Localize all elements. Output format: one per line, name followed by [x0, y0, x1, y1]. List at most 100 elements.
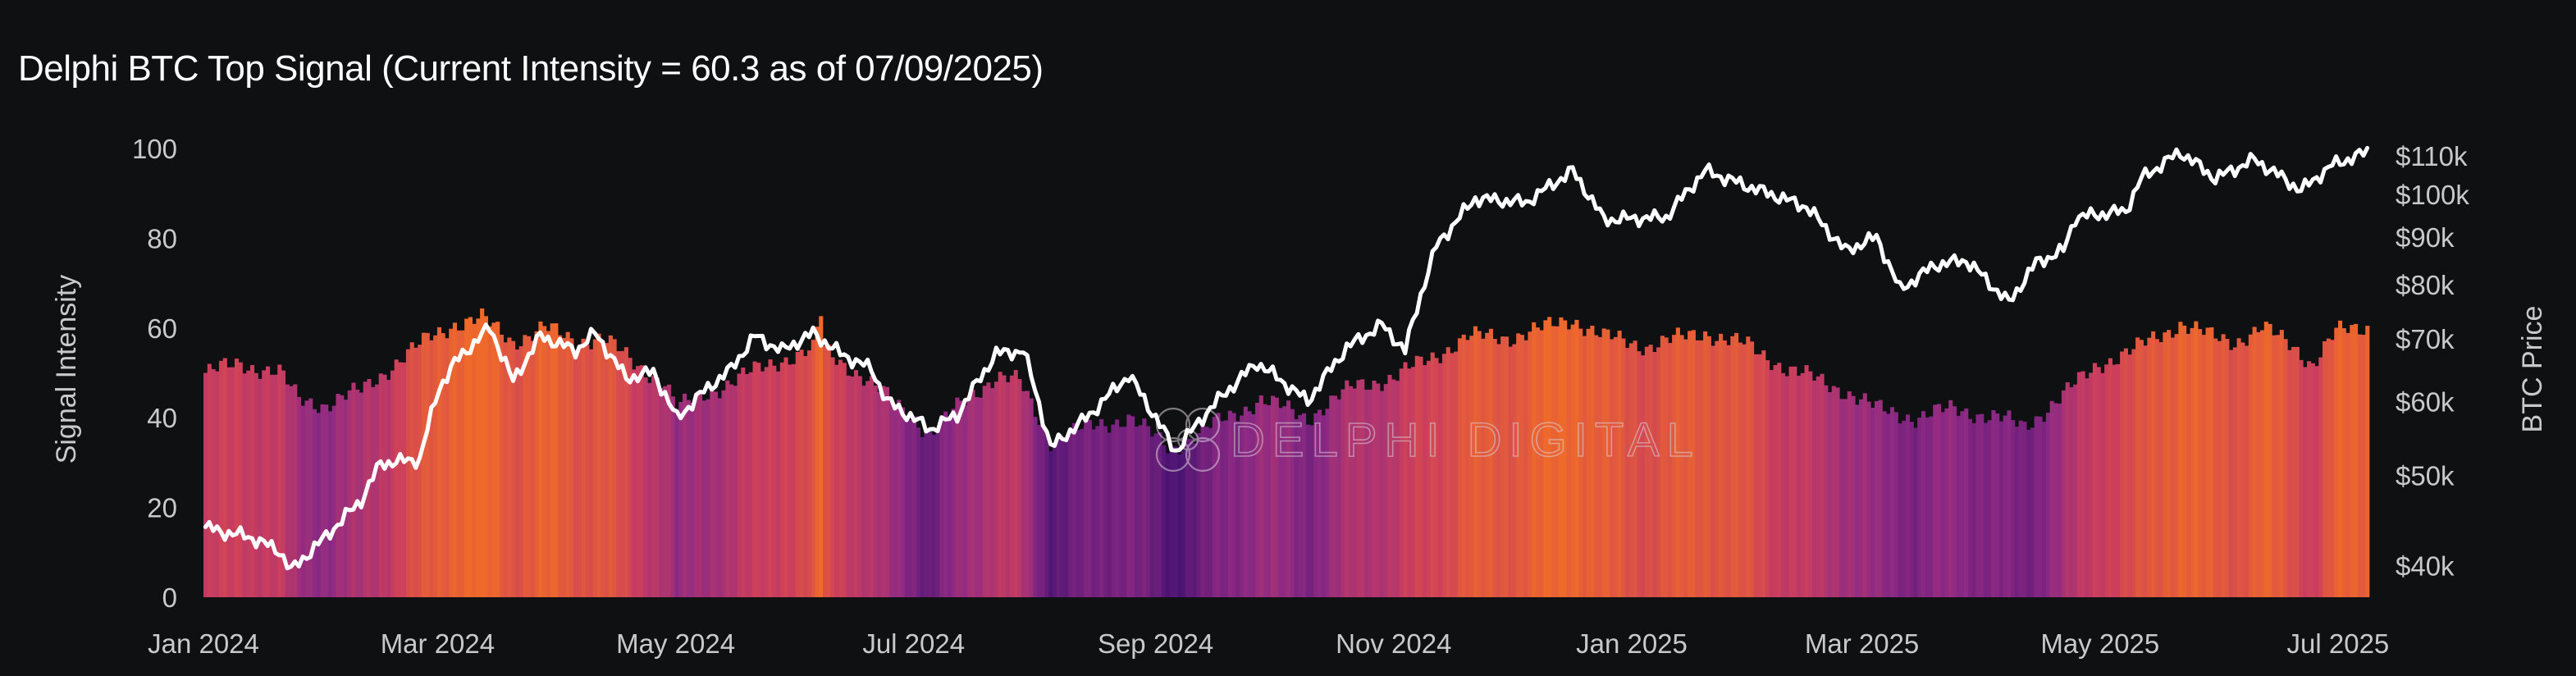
signal-bar: [674, 411, 679, 597]
signal-bar: [1570, 324, 1575, 597]
signal-bar: [928, 432, 933, 597]
signal-bar: [2151, 331, 2156, 597]
signal-bar: [1372, 380, 1377, 597]
signal-bar: [1399, 368, 1404, 597]
signal-bar: [1126, 414, 1131, 597]
signal-bar: [1080, 428, 1085, 597]
signal-bar: [857, 376, 862, 597]
signal-bar: [1048, 450, 1053, 597]
signal-bar: [2276, 335, 2281, 597]
signal-bar: [378, 373, 383, 597]
signal-bar: [1858, 399, 1864, 597]
signal-bar: [1543, 320, 1548, 597]
signal-bar: [2365, 326, 2370, 597]
signal-bar: [300, 405, 305, 597]
signal-bar: [775, 371, 781, 597]
signal-bar: [1002, 375, 1007, 597]
signal-bar: [943, 411, 948, 597]
signal-bar: [2092, 363, 2097, 597]
signal-bar: [1142, 418, 1147, 597]
signal-bar: [1960, 411, 1965, 597]
signal-bar: [908, 419, 913, 597]
signal-bar: [1956, 415, 1961, 597]
signal-bar: [1882, 411, 1887, 597]
signal-bar: [1516, 333, 1521, 597]
signal-bar: [2350, 325, 2354, 597]
signal-bar: [1345, 380, 1350, 597]
signal-bar: [336, 393, 340, 597]
signal-bar: [608, 335, 613, 597]
signal-bar: [1485, 332, 1490, 597]
signal-bar: [803, 356, 808, 597]
signal-bar: [456, 330, 461, 597]
signal-bar: [1808, 371, 1813, 597]
signal-bar: [340, 395, 345, 597]
signal-bar: [1341, 389, 1345, 597]
signal-bar: [2100, 372, 2105, 597]
signal-bar: [1336, 399, 1341, 597]
signal-bar: [1889, 407, 1895, 597]
signal-bar: [1866, 401, 1871, 597]
signal-bar: [2307, 361, 2312, 597]
signal-bar: [258, 378, 263, 597]
signal-bar: [2287, 349, 2292, 597]
signal-bar: [2268, 323, 2272, 597]
signal-bar: [900, 407, 906, 597]
signal-bar: [982, 386, 987, 597]
signal-bar: [893, 404, 897, 597]
signal-bar: [503, 342, 508, 597]
signal-bar: [1909, 422, 1914, 597]
signal-bar: [2263, 322, 2268, 597]
signal-bar: [2338, 320, 2343, 597]
signal-bar: [413, 347, 418, 597]
signal-bar: [343, 400, 349, 597]
signal-bar: [476, 318, 481, 597]
signal-bar: [2354, 323, 2359, 597]
signal-bar: [623, 347, 628, 597]
signal-bar: [788, 364, 792, 597]
signal-bar: [441, 333, 445, 597]
signal-bar: [1528, 331, 1532, 597]
signal-bar: [752, 361, 757, 597]
signal-bar: [418, 345, 422, 597]
signal-bar: [211, 368, 216, 597]
signal-bar: [1765, 360, 1770, 597]
signal-bar: [1788, 366, 1793, 597]
signal-bar: [1134, 427, 1139, 597]
signal-bar: [433, 335, 438, 597]
signal-bar: [242, 373, 247, 597]
signal-bar: [359, 392, 364, 597]
signal-bar: [1162, 445, 1167, 597]
signal-bar: [2026, 429, 2031, 597]
x-tick-label: Nov 2024: [1336, 628, 1451, 659]
y-left-tick-label: 80: [147, 223, 177, 254]
signal-bar: [2061, 390, 2066, 597]
signal-bar: [931, 435, 937, 597]
signal-bar: [1033, 417, 1038, 597]
signal-bar: [873, 385, 878, 597]
signal-bar: [714, 391, 719, 597]
signal-bar: [577, 345, 582, 597]
signal-bar: [293, 384, 298, 597]
y-axis-right-title: BTC Price: [2517, 306, 2548, 433]
signal-bar: [1952, 406, 1957, 597]
signal-bar: [663, 386, 668, 597]
signal-bar: [1454, 351, 1459, 597]
signal-bar: [986, 382, 991, 597]
signal-bar: [546, 331, 550, 597]
signal-bar: [2049, 400, 2054, 597]
signal-bar: [1258, 395, 1263, 597]
signal-bar: [2213, 338, 2218, 597]
signal-bar: [1559, 317, 1564, 597]
signal-bar: [678, 401, 683, 597]
signal-bar: [2123, 348, 2128, 597]
signal-bar: [1153, 433, 1158, 597]
signal-bar: [1317, 409, 1322, 597]
signal-bar: [1488, 328, 1494, 597]
signal-bar: [2089, 372, 2094, 597]
signal-bar: [830, 357, 835, 597]
signal-bar: [1095, 426, 1100, 597]
signal-bar: [975, 397, 980, 597]
signal-bar: [632, 369, 637, 597]
signal-bar: [1679, 335, 1684, 597]
